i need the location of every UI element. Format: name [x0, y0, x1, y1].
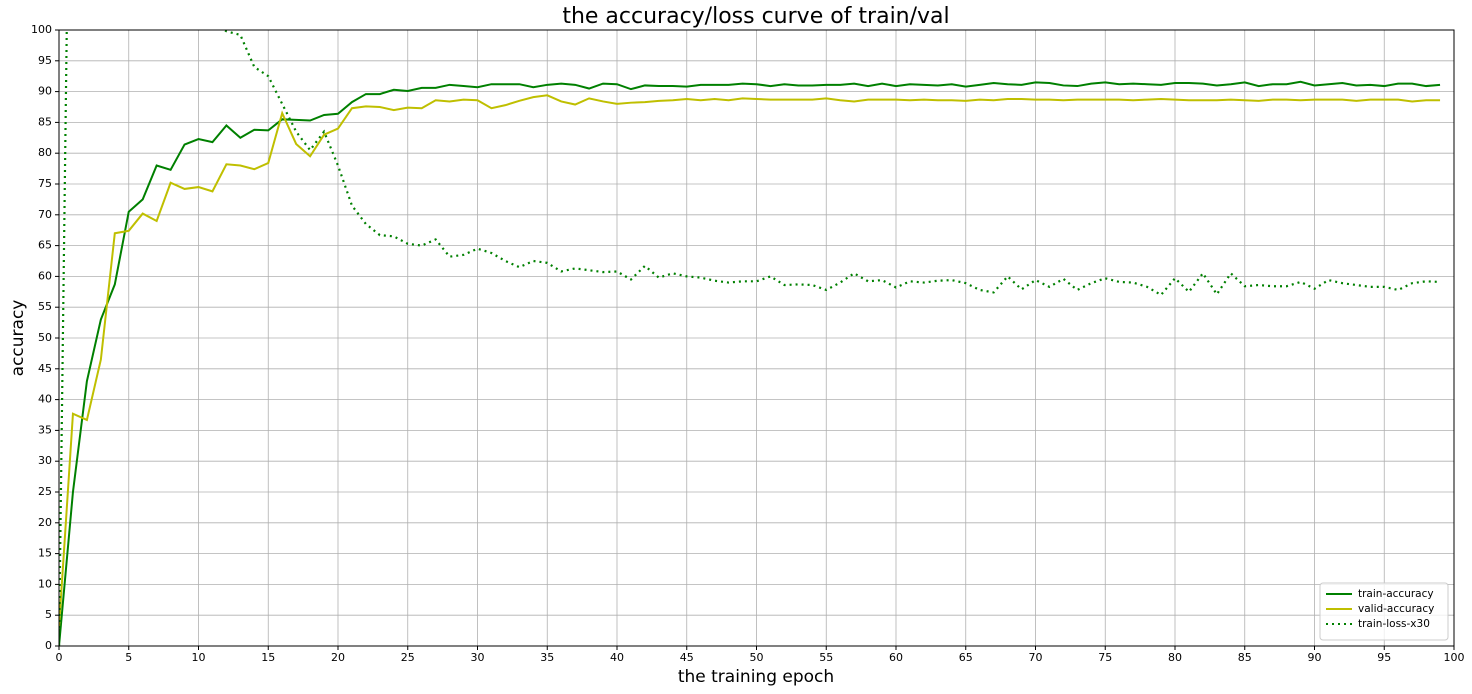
y-tick-label: 5: [45, 608, 52, 621]
y-tick-label: 30: [38, 454, 52, 467]
x-tick-label: 100: [1444, 651, 1465, 664]
y-tick-label: 10: [38, 577, 52, 590]
y-tick-label: 90: [38, 85, 52, 98]
y-tick-label: 85: [38, 115, 52, 128]
legend-label: valid-accuracy: [1358, 603, 1434, 615]
legend-box: [1319, 582, 1449, 641]
x-tick-label: 45: [680, 651, 694, 664]
x-tick-label: 15: [261, 651, 275, 664]
x-tick-label: 10: [192, 651, 206, 664]
x-tick-label: 70: [1029, 651, 1043, 664]
y-tick-label: 100: [31, 23, 52, 36]
y-tick-label: 55: [38, 300, 52, 313]
series-line: [59, 30, 1441, 646]
plot-frame: [58, 29, 1455, 647]
x-tick-label: 0: [56, 651, 63, 664]
x-tick-label: 80: [1168, 651, 1182, 664]
x-tick-label: 95: [1377, 651, 1391, 664]
series-line: [59, 80, 1441, 646]
x-tick-label: 65: [959, 651, 973, 664]
x-tick-label: 60: [889, 651, 903, 664]
y-tick-label: 40: [38, 393, 52, 406]
y-tick-label: 80: [38, 146, 52, 159]
x-tick-label: 85: [1238, 651, 1252, 664]
y-tick-label: 50: [38, 331, 52, 344]
y-tick-label: 95: [38, 54, 52, 67]
chart-title: the accuracy/loss curve of train/val: [562, 4, 949, 29]
x-tick-label: 25: [401, 651, 415, 664]
x-axis-label: the training epoch: [678, 667, 834, 687]
y-tick-label: 25: [38, 485, 52, 498]
y-tick-label: 0: [45, 639, 52, 652]
x-tick-label: 35: [540, 651, 554, 664]
legend-label: train-accuracy: [1358, 588, 1434, 600]
y-tick-label: 60: [38, 269, 52, 282]
x-tick-label: 55: [819, 651, 833, 664]
x-tick-label: 20: [331, 651, 345, 664]
x-tick-label: 50: [750, 651, 764, 664]
y-tick-label: 75: [38, 177, 52, 190]
y-tick-label: 20: [38, 516, 52, 529]
x-tick-label: 40: [610, 651, 624, 664]
plot-area: [59, 30, 1441, 646]
y-tick-label: 45: [38, 362, 52, 375]
y-axis-label: accuracy: [8, 300, 28, 377]
y-tick-label: 65: [38, 239, 52, 252]
x-tick-label: 5: [125, 651, 132, 664]
legend-label: train-loss-x30: [1358, 618, 1430, 630]
x-tick-label: 90: [1308, 651, 1322, 664]
y-tick-label: 35: [38, 423, 52, 436]
x-tick-label: 30: [471, 651, 485, 664]
y-tick-label: 70: [38, 208, 52, 221]
y-tick-label: 15: [38, 547, 52, 560]
series-line: [59, 94, 1441, 628]
x-tick-label: 75: [1098, 651, 1112, 664]
